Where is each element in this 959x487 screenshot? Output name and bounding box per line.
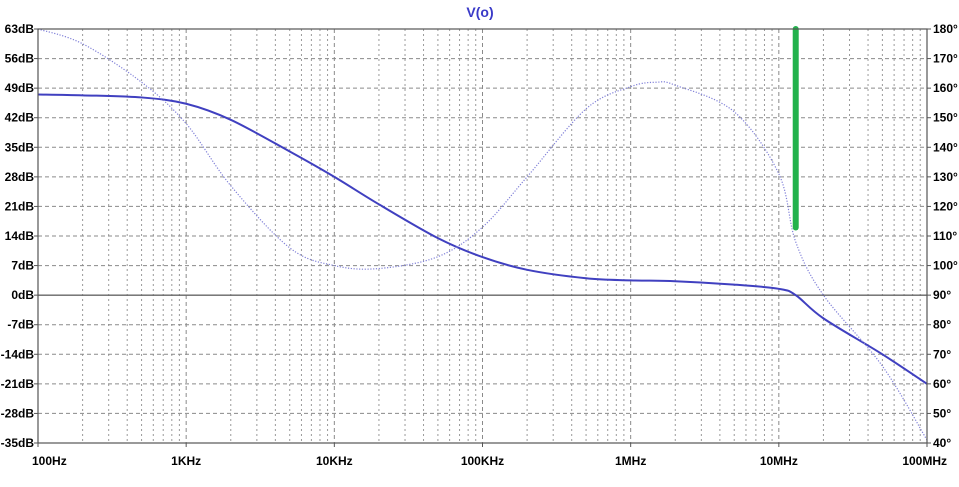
- y-left-tick-label: 56dB: [5, 52, 35, 66]
- y-right-tick-label: 150°: [933, 111, 958, 125]
- y-right-tick-label: 140°: [933, 140, 958, 154]
- y-right-tick-label: 120°: [933, 199, 958, 213]
- y-left-tick-label: -14dB: [1, 347, 35, 361]
- y-right-tick-label: 90°: [933, 288, 951, 302]
- y-left-tick-label: 14dB: [5, 229, 35, 243]
- y-left-tick-label: -7dB: [7, 318, 34, 332]
- grid-layer: [38, 29, 927, 443]
- frame-layer: [34, 28, 931, 447]
- phase-series-line: [37, 28, 928, 441]
- x-tick-label: 1MHz: [615, 454, 646, 468]
- magnitude-series-line: [37, 93, 928, 385]
- x-tick-label: 100Hz: [32, 454, 67, 468]
- y-left-tick-label: -21dB: [1, 377, 35, 391]
- x-tick-label: 1KHz: [171, 454, 201, 468]
- y-left-tick-label: 63dB: [5, 22, 35, 36]
- y-right-tick-label: 180°: [933, 22, 958, 36]
- x-tick-label: 10MHz: [760, 454, 798, 468]
- y-right-tick-label: 70°: [933, 347, 951, 361]
- y-left-tick-label: 21dB: [5, 199, 35, 213]
- x-tick-label: 100MHz: [902, 454, 947, 468]
- chart-title: V(o): [466, 4, 493, 20]
- y-right-tick-label: 50°: [933, 406, 951, 420]
- y-right-tick-label: 80°: [933, 318, 951, 332]
- x-tick-label: 100KHz: [461, 454, 504, 468]
- y-right-tick-label: 110°: [933, 229, 957, 243]
- y-left-tick-label: 7dB: [11, 259, 34, 273]
- y-left-tick-label: 49dB: [5, 81, 35, 95]
- y-left-tick-label: 42dB: [5, 111, 35, 125]
- y-right-tick-label: 40°: [933, 436, 951, 450]
- y-left-tick-label: -35dB: [1, 436, 35, 450]
- series-layer: [37, 28, 928, 441]
- y-left-tick-label: -28dB: [1, 406, 35, 420]
- y-left-tick-label: 28dB: [5, 170, 35, 184]
- y-right-tick-label: 130°: [933, 170, 958, 184]
- y-right-tick-label: 100°: [933, 259, 958, 273]
- label-layer: 63dB 56dB 49dB 42dB 35dB 28dB 21dB 14dB 7dB 0dB -7…: [1, 22, 958, 468]
- y-right-tick-label: 160°: [933, 81, 958, 95]
- y-right-tick-label: 60°: [933, 377, 951, 391]
- y-left-tick-label: 0dB: [11, 288, 34, 302]
- y-right-tick-label: 170°: [933, 52, 958, 66]
- y-left-tick-label: 35dB: [5, 140, 35, 154]
- x-tick-label: 10KHz: [316, 454, 353, 468]
